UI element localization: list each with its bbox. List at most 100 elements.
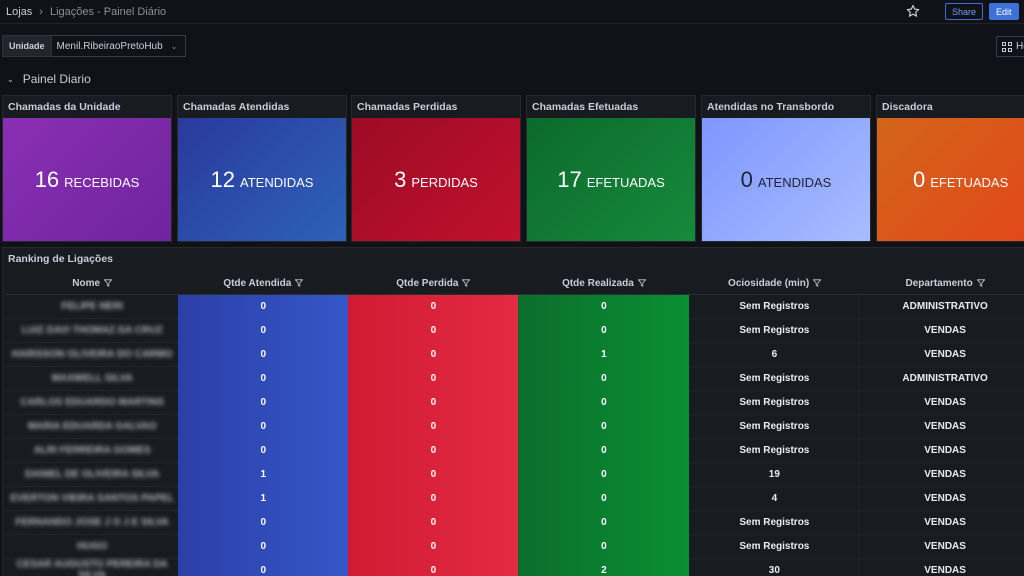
cell-ociosidade: Sem Registros xyxy=(689,366,861,391)
cell-qtde-perdida: 0 xyxy=(348,462,519,486)
cell-qtde-atendida: 0 xyxy=(178,366,349,390)
cell-nome: ALRI FERREIRA GOMES xyxy=(6,438,179,463)
column-header-departamento[interactable]: Departamento xyxy=(859,274,1024,295)
filter-icon[interactable] xyxy=(637,279,646,288)
cell-ociosidade: Sem Registros xyxy=(689,438,861,463)
stat-title: Chamadas Atendidas xyxy=(183,101,290,113)
cell-departamento: VENDAS xyxy=(859,438,1024,463)
cell-ociosidade: Sem Registros xyxy=(689,294,861,319)
cell-nome: CESAR AUGUSTO PEREIRA DA SILVA xyxy=(6,558,179,576)
breadcrumb-separator-icon: › xyxy=(39,5,43,18)
table-row: MAXWELL SILVA 0 0 0 Sem Registros ADMINI… xyxy=(6,366,1024,391)
cell-qtde-atendida: 1 xyxy=(178,462,349,486)
top-nav-bar: Lojas › Ligações - Painel Diário Share E… xyxy=(0,0,1024,24)
stat-title: Chamadas Efetuadas xyxy=(532,101,639,113)
filter-icon[interactable] xyxy=(976,279,985,288)
cell-ociosidade: 4 xyxy=(689,486,861,511)
cell-qtde-realizada: 0 xyxy=(518,414,690,438)
cell-departamento: VENDAS xyxy=(859,414,1024,439)
cell-nome: HARISSON OLIVEIRA DO CARMO xyxy=(6,342,179,367)
cell-departamento: ADMINISTRATIVO xyxy=(859,294,1024,319)
column-header-qtde-perdida[interactable]: Qtde Perdida xyxy=(348,274,519,295)
cell-qtde-perdida: 0 xyxy=(348,342,519,366)
cell-nome: EVERTON VIEIRA SANTOS PAPEL xyxy=(6,486,179,511)
cell-ociosidade: 6 xyxy=(689,342,861,367)
stat-value: 0 xyxy=(913,166,926,192)
table-row: FELIPE NERI 0 0 0 Sem Registros ADMINIST… xyxy=(6,294,1024,319)
share-button[interactable]: Share xyxy=(945,3,984,20)
stat-value-area: 12 ATENDIDAS xyxy=(178,118,346,241)
home-button-label: Ho xyxy=(1016,41,1024,52)
chevron-down-icon: ⌄ xyxy=(170,41,178,51)
cell-nome: CARLOS EDUARDO MARTINS xyxy=(6,390,179,415)
cell-qtde-realizada: 0 xyxy=(518,462,690,486)
filter-icon[interactable] xyxy=(462,279,471,288)
column-header-nome[interactable]: Nome xyxy=(6,274,179,295)
table-row: CESAR AUGUSTO PEREIRA DA SILVA 0 0 2 30 … xyxy=(6,558,1024,576)
row-title: Painel Diario xyxy=(22,72,91,86)
cell-nome: HUGO xyxy=(6,534,179,559)
cell-qtde-atendida: 0 xyxy=(178,390,349,414)
table-row: CARLOS EDUARDO MARTINS 0 0 0 Sem Registr… xyxy=(6,390,1024,415)
table-row: ALRI FERREIRA GOMES 0 0 0 Sem Registros … xyxy=(6,438,1024,463)
stat-value-area: 0 ATENDIDAS xyxy=(702,118,870,241)
filter-icon[interactable] xyxy=(104,279,113,288)
cell-qtde-perdida: 0 xyxy=(348,318,519,342)
breadcrumb-current: Ligações - Painel Diário xyxy=(49,5,167,18)
stat-value-area: 3 PERDIDAS xyxy=(352,118,520,241)
cell-departamento: VENDAS xyxy=(859,318,1024,343)
cell-qtde-realizada: 0 xyxy=(518,390,690,414)
cell-departamento: VENDAS xyxy=(859,462,1024,487)
cell-ociosidade: Sem Registros xyxy=(689,414,861,439)
ranking-table-panel: Ranking de Ligações Nome Qtde Atendida Q… xyxy=(2,247,1024,576)
table-row: HARISSON OLIVEIRA DO CARMO 0 0 1 6 VENDA… xyxy=(6,342,1024,367)
stat-title: Discadora xyxy=(882,101,933,113)
cell-ociosidade: Sem Registros xyxy=(689,318,861,343)
stat-unit: EFETUADAS xyxy=(930,174,1009,190)
stat-value: 12 xyxy=(210,166,236,192)
stat-value-area: 0 EFETUADAS xyxy=(877,118,1024,241)
cell-qtde-realizada: 0 xyxy=(518,318,690,342)
cell-qtde-atendida: 0 xyxy=(178,414,349,438)
stat-panel-chamadas-efetuadas: Chamadas Efetuadas 17 EFETUADAS xyxy=(526,95,696,242)
chevron-down-icon: ⌄ xyxy=(7,74,14,84)
cell-nome: FELIPE NERI xyxy=(6,294,179,319)
column-header-qtde-atendida[interactable]: Qtde Atendida xyxy=(178,274,349,295)
stat-unit: PERDIDAS xyxy=(411,174,478,190)
filter-icon[interactable] xyxy=(295,279,304,288)
cell-nome: DANIEL DE OLIVEIRA SILVA xyxy=(6,462,179,487)
cell-qtde-perdida: 0 xyxy=(348,438,519,462)
table-row: FERNANDO JOSE J O J E SILVA 0 0 0 Sem Re… xyxy=(6,510,1024,535)
cell-departamento: VENDAS xyxy=(859,510,1024,535)
column-header-qtde-realizada[interactable]: Qtde Realizada xyxy=(518,274,690,295)
star-icon[interactable] xyxy=(906,4,920,18)
cell-qtde-perdida: 0 xyxy=(348,366,519,390)
stat-unit: ATENDIDAS xyxy=(757,174,832,190)
cell-qtde-atendida: 0 xyxy=(178,294,349,318)
cell-qtde-realizada: 0 xyxy=(518,534,690,558)
cell-nome: MARIA EDUARDA GALVAO xyxy=(6,414,179,439)
table-row: DANIEL DE OLIVEIRA SILVA 1 0 0 19 VENDAS xyxy=(6,462,1024,487)
row-header-painel-diario[interactable]: ⌄ Painel Diario xyxy=(7,72,91,86)
ranking-table: Nome Qtde Atendida Qtde Perdida Qtde Rea… xyxy=(6,274,1024,576)
cell-ociosidade: 19 xyxy=(689,462,861,487)
table-row: MARIA EDUARDA GALVAO 0 0 0 Sem Registros… xyxy=(6,414,1024,439)
cell-ociosidade: Sem Registros xyxy=(689,390,861,415)
stat-value-area: 17 EFETUADAS xyxy=(527,118,695,241)
home-button[interactable]: Ho xyxy=(996,36,1024,57)
filter-icon[interactable] xyxy=(813,279,822,288)
unidade-select[interactable]: Menil.RibeiraoPretoHub ⌄ xyxy=(51,35,187,57)
cell-qtde-atendida: 1 xyxy=(178,486,349,510)
column-header-ociosidade[interactable]: Ociosidade (min) xyxy=(689,274,860,295)
cell-nome: LUIZ DAVI THOMAZ DA CRUZ xyxy=(6,318,179,343)
stat-panel-atendidas-transbordo: Atendidas no Transbordo 0 ATENDIDAS xyxy=(701,95,871,242)
cell-departamento: VENDAS xyxy=(859,534,1024,559)
cell-qtde-perdida: 0 xyxy=(348,294,519,318)
breadcrumb-root[interactable]: Lojas xyxy=(6,5,33,18)
stat-panel-chamadas-perdidas: Chamadas Perdidas 3 PERDIDAS xyxy=(351,95,521,242)
edit-button[interactable]: Edit xyxy=(989,3,1019,20)
cell-qtde-realizada: 2 xyxy=(518,558,690,576)
cell-nome: FERNANDO JOSE J O J E SILVA xyxy=(6,510,179,535)
cell-ociosidade: Sem Registros xyxy=(689,534,861,559)
cell-qtde-perdida: 0 xyxy=(348,390,519,414)
